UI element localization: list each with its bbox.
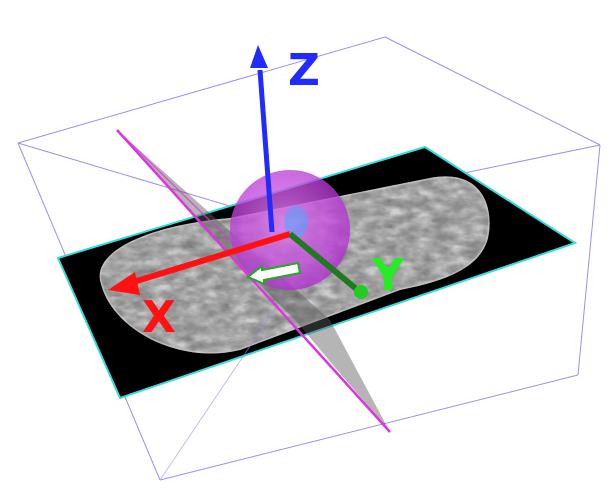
z-axis-label: Z [288,45,320,96]
y-axis-arrow[interactable] [288,231,368,299]
bounding-box-front-edges [159,311,274,481]
oblique-plane[interactable] [116,129,391,433]
probe-arrow[interactable] [246,261,302,286]
x-axis-arrow[interactable] [108,231,291,295]
z-axis-arrow[interactable] [250,45,275,233]
y-axis-label: Y [371,250,405,301]
x-axis-label: X [142,292,176,343]
